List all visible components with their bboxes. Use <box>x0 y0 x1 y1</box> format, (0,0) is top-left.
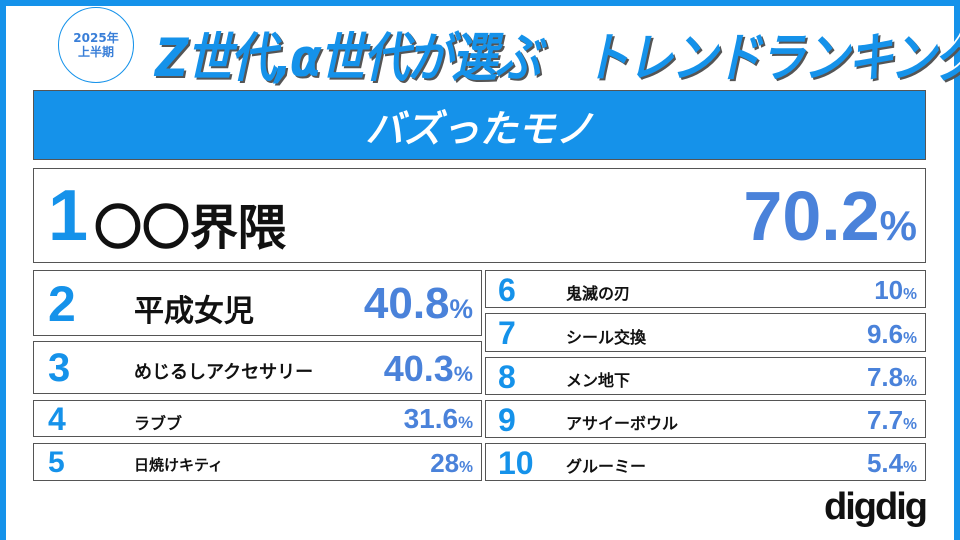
percent-sign: % <box>459 459 473 477</box>
percent-sign: % <box>903 373 917 391</box>
item-percent: 7.8% <box>867 362 917 393</box>
item-name: アサイーボウル <box>566 414 679 434</box>
percent-sign: % <box>453 360 473 386</box>
rank-number: 6 <box>498 271 516 308</box>
percent-value: 5.4 <box>866 448 904 479</box>
item-percent: 9.6% <box>867 319 917 350</box>
period-badge: 2025年 上半期 <box>58 7 134 83</box>
percent-value: 40.8 <box>363 278 450 328</box>
item-percent: 40.8% <box>364 279 473 329</box>
ranking-item: 8 メン地下 7.8% <box>485 357 926 395</box>
item-name: 鬼滅の刃 <box>566 284 631 304</box>
ranking-item: 9 アサイーボウル 7.7% <box>485 400 926 438</box>
percent-sign: % <box>903 286 917 304</box>
item-name: シール交換 <box>566 327 647 347</box>
ranking-item: 7 シール交換 9.6% <box>485 313 926 352</box>
rank-number: 8 <box>498 358 516 395</box>
item-percent: 5.4% <box>867 448 917 479</box>
percent-sign: % <box>903 416 917 434</box>
percent-value: 40.3 <box>383 347 454 389</box>
rank-number: 3 <box>48 345 71 390</box>
rank-number: 10 <box>498 444 534 481</box>
percent-value: 10 <box>874 275 904 306</box>
percent-sign: % <box>903 459 917 477</box>
ranking-item: 3 めじるしアクセサリー 40.3% <box>33 341 482 394</box>
item-name: 平成女児 <box>134 294 254 329</box>
percent-value: 9.6 <box>866 318 904 349</box>
rank-number: 1 <box>48 176 89 257</box>
item-name: 日焼けキティ <box>134 456 224 474</box>
ranking-item: 1 〇〇界隈 70.2% <box>33 168 926 263</box>
percent-sign: % <box>449 293 473 324</box>
item-name: グルーミー <box>566 457 647 477</box>
item-percent: 31.6% <box>404 403 473 435</box>
item-name: 〇〇界隈 <box>94 199 287 256</box>
percent-sign: % <box>903 329 917 347</box>
rank-number: 2 <box>48 276 76 333</box>
ranking-item: 4 ラブブ 31.6% <box>33 400 482 437</box>
badge-period: 上半期 <box>77 45 114 59</box>
percent-sign: % <box>879 202 917 250</box>
ranking-item: 10 グルーミー 5.4% <box>485 443 926 481</box>
item-percent: 7.7% <box>867 405 917 436</box>
percent-value: 28 <box>430 448 460 479</box>
rank-number: 9 <box>498 401 516 438</box>
ranking-item: 5 日焼けキティ 28% <box>33 443 482 481</box>
ranking-item: 2 平成女児 40.8% <box>33 270 482 336</box>
item-percent: 28% <box>430 448 473 479</box>
digdig-logo: digdig <box>824 486 928 528</box>
percent-value: 7.7 <box>866 405 904 436</box>
ranking-item: 6 鬼滅の刃 10% <box>485 270 926 308</box>
item-percent: 70.2% <box>743 176 917 256</box>
percent-sign: % <box>458 413 473 433</box>
item-percent: 40.3% <box>384 348 473 390</box>
percent-value: 7.8 <box>866 362 904 393</box>
category-banner: バズったモノ <box>33 90 926 160</box>
rank-number: 5 <box>48 445 65 479</box>
page-title: Z世代,α世代が選ぶ トレンドランキング <box>155 26 960 89</box>
item-percent: 10% <box>874 275 917 306</box>
item-name: メン地下 <box>566 371 631 391</box>
badge-year: 2025年 <box>73 31 119 45</box>
percent-value: 31.6 <box>403 403 459 435</box>
percent-value: 70.2 <box>743 177 880 256</box>
rank-number: 4 <box>48 401 66 438</box>
item-name: ラブブ <box>134 413 183 433</box>
rank-number: 7 <box>498 315 516 352</box>
item-name: めじるしアクセサリー <box>134 361 314 383</box>
